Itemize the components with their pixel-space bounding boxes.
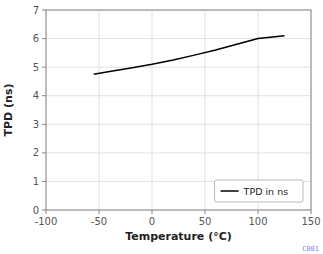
y-axis-label: TPD (ns)	[2, 84, 15, 137]
tick-mark	[99, 210, 100, 214]
tick-label: 0	[149, 216, 155, 227]
grid-line	[46, 152, 311, 153]
legend: TPD in ns	[215, 180, 303, 202]
grid-line	[46, 67, 311, 68]
x-axis-label: Temperature (°C)	[125, 230, 232, 243]
tick-mark	[42, 152, 46, 153]
tick-mark	[42, 67, 46, 68]
tick-label: 50	[199, 216, 212, 227]
tick-label: 0	[33, 205, 39, 216]
legend-label: TPD in ns	[243, 186, 289, 197]
grid-line	[99, 10, 100, 210]
tick-label: 4	[33, 90, 39, 101]
tick-label: 100	[248, 216, 267, 227]
line	[94, 36, 285, 75]
tick-mark	[311, 210, 312, 214]
tick-label: 150	[301, 216, 320, 227]
grid-line	[46, 124, 311, 125]
tick-mark	[42, 10, 46, 11]
plot-area	[46, 10, 311, 210]
tick-mark	[42, 124, 46, 125]
annotation: C001	[302, 245, 319, 253]
tick-mark	[46, 210, 47, 214]
grid-line	[205, 10, 206, 210]
tick-mark	[205, 210, 206, 214]
tick-mark	[42, 38, 46, 39]
tick-label: -100	[35, 216, 58, 227]
tick-mark	[42, 95, 46, 96]
tick-label: 6	[33, 33, 39, 44]
legend-swatch	[221, 190, 239, 192]
legend-box	[215, 180, 303, 202]
tick-label: -50	[91, 216, 107, 227]
grid-line	[46, 95, 311, 96]
tick-label: 2	[33, 147, 39, 158]
tick-label: 3	[33, 119, 39, 130]
plot-frame	[46, 10, 311, 210]
tick-mark	[42, 181, 46, 182]
tick-mark	[258, 210, 259, 214]
data-area	[94, 36, 285, 75]
tick-mark	[152, 210, 153, 214]
grid-line	[152, 10, 153, 210]
tick-mark	[42, 210, 46, 211]
grid-line	[46, 38, 311, 39]
tick-label: 1	[33, 176, 39, 187]
grid	[46, 10, 311, 210]
tick-label: 7	[33, 5, 39, 16]
chart: -100 -50 0 50 100 150 0 1 2 3 4 5 6 7 Temperature (°C)…	[0, 0, 323, 254]
tick-label: 5	[33, 62, 39, 73]
